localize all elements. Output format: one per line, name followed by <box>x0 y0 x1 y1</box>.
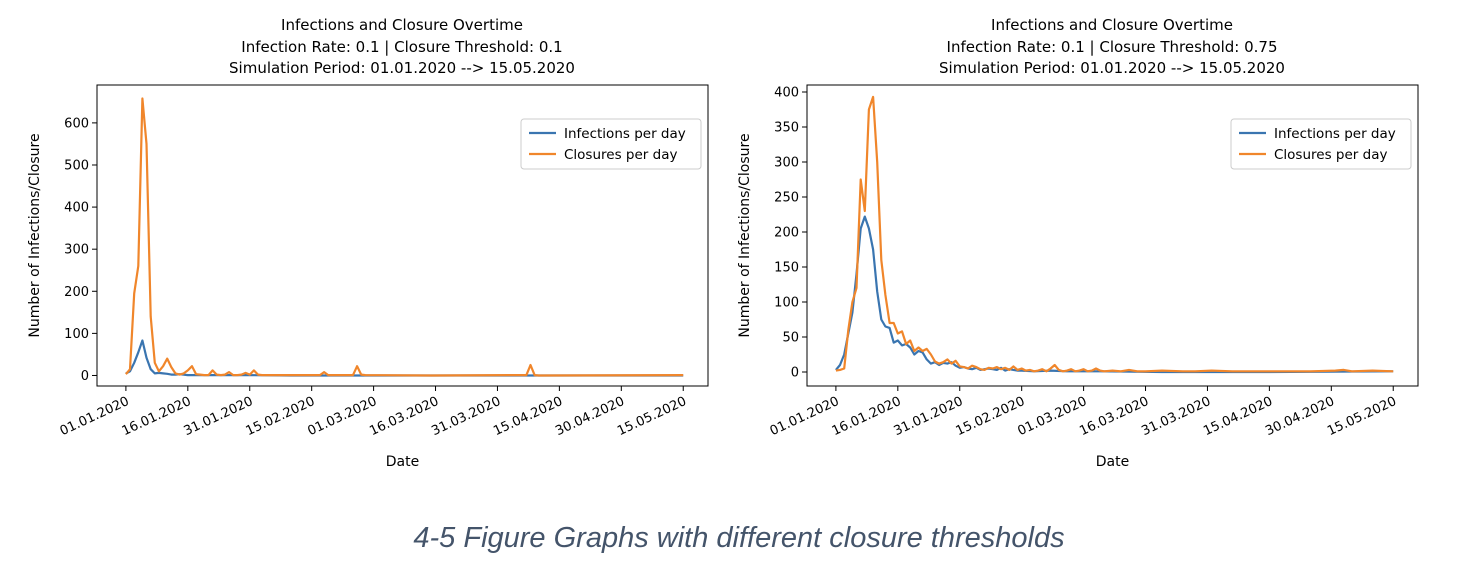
y-axis-label: Number of Infections/Closure <box>737 133 753 337</box>
y-tick-label: 0 <box>81 369 89 384</box>
y-tick-label: 300 <box>774 156 799 171</box>
y-tick-label: 300 <box>64 243 89 258</box>
y-tick-label: 200 <box>64 285 89 300</box>
x-tick-label: 15.04.2020 <box>491 394 565 439</box>
legend-label-closures: Closures per day <box>1274 147 1387 163</box>
x-tick-label: 15.04.2020 <box>1201 394 1275 439</box>
chart-title-line: Infection Rate: 0.1 | Closure Threshold:… <box>947 38 1278 56</box>
series-line-infections <box>125 339 684 377</box>
chart-title-line: Infections and Closure Overtime <box>991 16 1233 34</box>
y-tick-label: 600 <box>64 116 89 131</box>
x-tick-label: 01.03.2020 <box>1015 394 1089 439</box>
y-tick-label: 350 <box>774 121 799 136</box>
x-tick-label: 31.01.2020 <box>892 394 966 439</box>
legend-box <box>1230 118 1412 170</box>
y-tick-label: 50 <box>782 331 799 346</box>
x-tick-label: 15.05.2020 <box>1325 394 1399 439</box>
y-tick-label: 100 <box>64 327 89 342</box>
chart-title-line: Simulation Period: 01.01.2020 --> 15.05.… <box>939 59 1285 77</box>
plot-frame <box>806 84 1419 387</box>
y-axis-label: Number of Infections/Closure <box>27 133 43 337</box>
y-tick-label: 500 <box>64 158 89 173</box>
legend-label-infections: Infections per day <box>564 126 686 142</box>
legend-label-infections: Infections per day <box>1274 126 1396 142</box>
x-tick-label: 31.01.2020 <box>182 394 256 439</box>
plot-frame <box>96 84 709 387</box>
y-tick-label: 0 <box>791 366 799 381</box>
x-tick-label: 16.01.2020 <box>830 394 904 439</box>
legend-box <box>520 118 702 170</box>
x-tick-label: 01.01.2020 <box>768 394 842 439</box>
x-axis-label: Date <box>386 454 419 470</box>
x-tick-label: 30.04.2020 <box>553 394 627 439</box>
y-tick-label: 400 <box>774 86 799 101</box>
y-tick-label: 150 <box>774 261 799 276</box>
x-axis-label: Date <box>1096 454 1129 470</box>
legend-label-closures: Closures per day <box>564 147 677 163</box>
x-tick-label: 31.03.2020 <box>429 394 503 439</box>
series-line-closures <box>125 97 684 377</box>
y-tick-label: 200 <box>774 226 799 241</box>
chart-threshold-0-1: Infections and Closure Overtime Infection… <box>27 16 709 470</box>
x-tick-label: 16.01.2020 <box>120 394 194 439</box>
figure-canvas: Infections and Closure Overtime Infection… <box>27 16 1419 470</box>
y-tick-label: 400 <box>64 201 89 216</box>
y-tick-label: 250 <box>774 191 799 206</box>
legend: Infections per day Closures per day <box>520 118 702 170</box>
x-tick-label: 16.03.2020 <box>367 394 441 439</box>
x-tick-label: 16.03.2020 <box>1077 394 1151 439</box>
x-tick-label: 30.04.2020 <box>1263 394 1337 439</box>
x-tick-label: 15.05.2020 <box>615 394 689 439</box>
series-line-closures <box>835 95 1394 373</box>
x-tick-label: 01.01.2020 <box>58 394 132 439</box>
x-tick-label: 15.02.2020 <box>244 394 318 439</box>
chart-threshold-0-75: Infections and Closure Overtime Infection… <box>737 16 1419 470</box>
x-tick-label: 15.02.2020 <box>954 394 1028 439</box>
x-tick-label: 01.03.2020 <box>305 394 379 439</box>
legend: Infections per day Closures per day <box>1230 118 1412 170</box>
chart-title-line: Simulation Period: 01.01.2020 --> 15.05.… <box>229 59 575 77</box>
figure-caption: 4-5 Figure Graphs with different closure… <box>413 522 1065 554</box>
chart-title-line: Infections and Closure Overtime <box>281 16 523 34</box>
x-tick-label: 31.03.2020 <box>1139 394 1213 439</box>
chart-title-line: Infection Rate: 0.1 | Closure Threshold:… <box>241 38 562 56</box>
y-tick-label: 100 <box>774 296 799 311</box>
